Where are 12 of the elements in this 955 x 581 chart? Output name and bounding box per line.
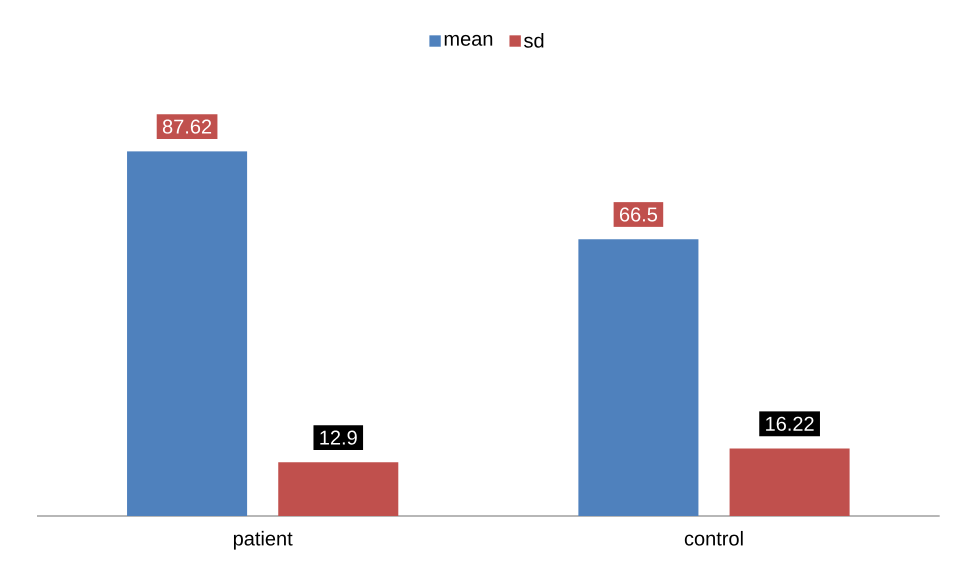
legend-label: sd — [524, 33, 544, 48]
legend-label: mean — [444, 34, 492, 46]
bar — [278, 462, 398, 516]
data-label: 12.9 — [320, 430, 357, 445]
data-label: 87.62 — [162, 120, 212, 134]
data-label: 16.22 — [766, 416, 814, 431]
bar — [730, 448, 850, 516]
x-tick-label: control — [684, 530, 743, 546]
bar — [127, 151, 248, 516]
bar — [578, 239, 698, 516]
data-label: 66.5 — [620, 207, 658, 222]
x-tick-label: patient — [234, 530, 293, 550]
